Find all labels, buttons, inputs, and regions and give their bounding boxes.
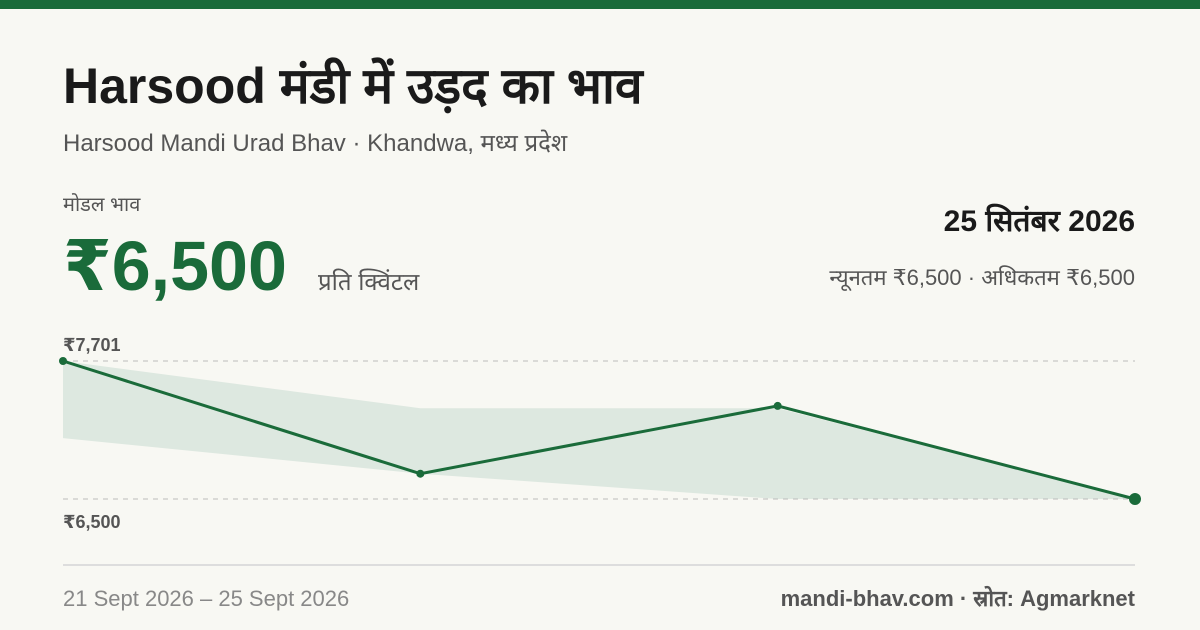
price-range: न्यूनतम ₹6,500 · अधिकतम ₹6,500	[829, 265, 1135, 292]
data-point	[1129, 493, 1141, 505]
data-point	[416, 469, 425, 478]
y-tick-label: ₹6,500	[63, 512, 121, 532]
date-range: 21 Sept 2026 – 25 Sept 2026	[63, 586, 349, 611]
source: mandi-bhav.com · स्रोत: Agmarknet	[781, 585, 1136, 611]
data-point	[59, 357, 67, 365]
top-bar	[0, 0, 1200, 9]
price-range-band	[63, 361, 1135, 499]
y-tick-label: ₹7,701	[63, 335, 121, 355]
title: Harsood मंडी में उड़द का भाव	[63, 57, 645, 114]
modal-price: ₹6,500	[63, 227, 287, 305]
data-point	[773, 401, 782, 410]
price-unit: प्रति क्विंटल	[318, 268, 420, 296]
price-date: 25 सितंबर 2026	[944, 203, 1135, 238]
price-line	[62, 359, 1136, 501]
subtitle: Harsood Mandi Urad Bhav · Khandwa, मध्य …	[63, 129, 568, 157]
price-label: मोडल भाव	[63, 193, 141, 216]
